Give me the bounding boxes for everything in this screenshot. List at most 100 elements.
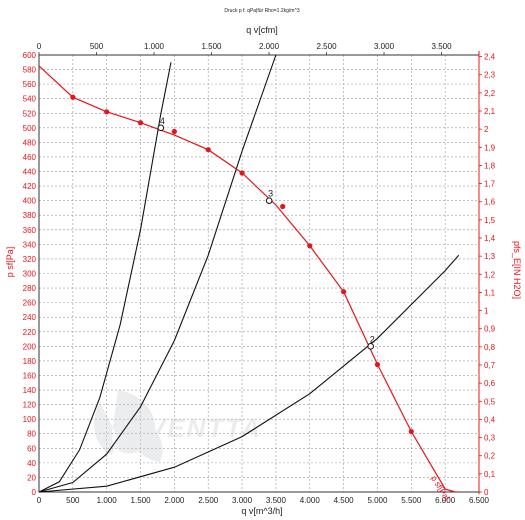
y-tick-label: 280	[23, 284, 37, 293]
operating-point-2	[367, 343, 374, 350]
y-tick-label: 520	[23, 109, 37, 118]
x-tick-label: 5.500	[401, 496, 422, 505]
right-tick-label: 0,6	[484, 379, 496, 388]
top-tick-label: 2.000	[259, 42, 280, 51]
y-tick-label: 120	[23, 401, 37, 410]
y-tick-label: 80	[27, 430, 36, 439]
fan-curve-marker	[374, 361, 381, 368]
top-tick-label: 2.500	[317, 42, 338, 51]
right-tick-label: 1	[484, 307, 489, 316]
watermark-text: VENTTA	[148, 413, 262, 443]
right-tick-label: 1,9	[484, 143, 496, 152]
x-tick-label: 3.500	[266, 496, 287, 505]
fan-curve-marker	[137, 120, 144, 126]
y-tick-label: 180	[23, 357, 37, 366]
fan-curve-marker	[280, 203, 286, 210]
right-tick-label: 1,6	[484, 198, 496, 207]
top-tick-label: 3.000	[374, 42, 395, 51]
right-tick-label: 2	[484, 125, 489, 134]
right-tick-label: 1,7	[484, 180, 496, 189]
operating-point-label: 3	[268, 189, 273, 199]
x-axis-bottom-label: q v[m^3/h]	[241, 506, 282, 516]
y-tick-label: 460	[23, 153, 37, 162]
top-tick-label: 1.500	[201, 42, 222, 51]
right-tick-label: 0,2	[484, 452, 496, 461]
y-tick-label: 540	[23, 95, 37, 104]
right-tick-label: 2,3	[484, 71, 496, 80]
top-tick-label: 1.000	[144, 42, 165, 51]
x-tick-label: 500	[66, 496, 80, 505]
fan-curve-marker	[70, 94, 76, 100]
right-tick-label: 0,3	[484, 434, 496, 443]
x-tick-label: 1.500	[131, 496, 152, 505]
series: 4 3 2	[38, 54, 460, 493]
fan-curve-marker	[171, 128, 177, 135]
x-tick-label: 2.000	[164, 496, 185, 505]
operating-point-3	[265, 197, 273, 204]
fan-curve-marker	[408, 428, 414, 435]
y-tick-label: 420	[23, 182, 37, 191]
y-tick-label: 300	[23, 270, 37, 279]
right-tick-label: 1,4	[484, 234, 496, 243]
right-tick-label: 1,3	[484, 252, 496, 261]
top-tick-label: 0	[37, 42, 42, 51]
system-curve-2	[38, 254, 460, 493]
y-tick-label: 160	[23, 371, 37, 380]
right-tick-label: 0	[484, 488, 489, 497]
operating-point-label: 4	[160, 116, 165, 126]
operating-point-4	[157, 124, 165, 132]
y-tick-label: 200	[23, 342, 37, 351]
right-tick-label: 0,8	[484, 343, 496, 352]
y-tick-label: 560	[23, 80, 37, 89]
watermark-fan-icon	[94, 390, 163, 462]
x-tick-label: 1.000	[97, 496, 118, 505]
watermark-logo: VENTTA	[94, 390, 262, 462]
top-tick-label: 500	[90, 42, 104, 51]
y-axis-left-label: p sf[Pa]	[5, 247, 15, 278]
top-tick-label: 3.500	[432, 42, 453, 51]
right-tick-label: 2,2	[484, 89, 496, 98]
y-tick-label: 240	[23, 313, 37, 322]
right-tick-label: 0,7	[484, 361, 496, 370]
y-tick-label: 0	[32, 488, 37, 497]
right-tick-label: 0,5	[484, 397, 496, 406]
y-tick-label: 140	[23, 386, 37, 395]
y-tick-label: 340	[23, 240, 37, 249]
x-tick-label: 3.000	[232, 496, 253, 505]
fan-curve-marker	[104, 109, 110, 115]
right-tick-label: 1,8	[484, 161, 496, 170]
chart-title: Druck p f. qPa|für Rho=1.2kg/m^3	[224, 8, 299, 14]
y-tick-label: 480	[23, 138, 37, 147]
x-tick-label: 4.000	[300, 496, 321, 505]
right-tick-label: 2,4	[484, 53, 496, 62]
x-tick-label: 5.000	[367, 496, 388, 505]
fan-curve-marker	[239, 170, 245, 176]
y-tick-label: 580	[23, 66, 37, 75]
y-tick-label: 380	[23, 211, 37, 220]
y-tick-label: 60	[27, 444, 36, 453]
y-tick-label: 440	[23, 168, 37, 177]
operating-point-label: 2	[370, 334, 375, 344]
x-tick-label: 6.500	[469, 496, 490, 505]
y-tick-label: 20	[27, 473, 36, 482]
x-tick-label: 2.500	[198, 496, 219, 505]
grid	[39, 55, 479, 492]
fan-curve-marker	[205, 147, 211, 153]
x-axis-top-label: q v[cfm]	[246, 25, 278, 35]
axes: 0 500 1.000 1.500 2.000 2.500 3.000 3.500 4.000 4…	[23, 42, 496, 505]
right-tick-label: 2,1	[484, 107, 496, 116]
y-tick-label: 320	[23, 255, 37, 264]
x-tick-label: 0	[37, 496, 42, 505]
y-tick-label: 500	[23, 124, 37, 133]
right-tick-label: 0,4	[484, 415, 496, 424]
y-tick-label: 220	[23, 328, 37, 337]
x-tick-label: 6.000	[435, 496, 456, 505]
system-curve-4	[38, 62, 172, 493]
y-tick-label: 260	[23, 299, 37, 308]
right-tick-label: 1,5	[484, 216, 496, 225]
x-tick-label: 4.500	[334, 496, 355, 505]
y-axis-right-label: pfs_E[IN H2O]	[512, 241, 522, 299]
right-tick-label: 1,2	[484, 270, 496, 279]
right-tick-label: 1,1	[484, 288, 496, 297]
